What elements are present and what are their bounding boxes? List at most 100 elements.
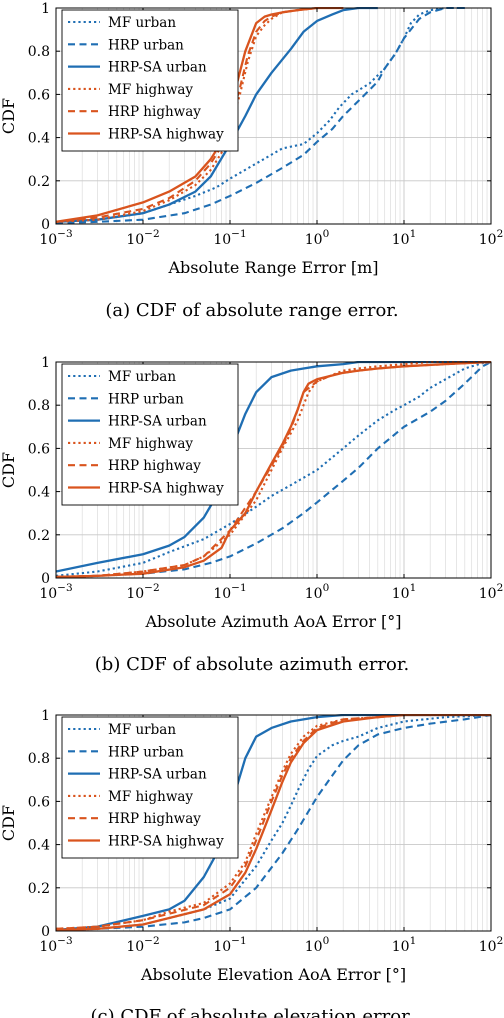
x-tick-label: 100 [305, 228, 330, 248]
legend-box [61, 363, 239, 506]
legend-label: HRP-SA highway [108, 834, 224, 850]
x-tick-label: 10−1 [213, 935, 246, 955]
series-lines [56, 361, 491, 579]
x-tick-label: 10−2 [126, 935, 159, 955]
legend: MF urban HRP urban HRP-SA urban MF highway H… [61, 9, 239, 152]
x-tick-exponent: −1 [231, 228, 246, 240]
x-tick-base: 10 [39, 586, 57, 602]
series-line-hrp-sa-highway [56, 714, 491, 932]
x-tick-label: 10−1 [213, 228, 246, 248]
x-tick-label: 102 [479, 935, 504, 955]
x-tick-base: 10 [479, 586, 497, 602]
series-line-mf-highway [56, 361, 491, 578]
y-tick-label: 0.4 [28, 485, 50, 501]
series-line-hrp-sa-urban [56, 361, 491, 573]
x-tick-exponent: −2 [144, 582, 159, 594]
x-tick-exponent: −3 [57, 228, 72, 240]
x-tick-base: 10 [305, 586, 323, 602]
x-tick-base: 10 [213, 939, 231, 955]
x-tick-base: 10 [213, 586, 231, 602]
x-tick-base: 10 [39, 939, 57, 955]
x-tick-exponent: −1 [231, 582, 246, 594]
legend-label: HRP-SA urban [108, 767, 207, 783]
x-tick-base: 10 [392, 939, 410, 955]
x-tick-exponent: 0 [323, 228, 330, 240]
legend-label: MF urban [108, 369, 176, 385]
legend-label: HRP urban [108, 744, 184, 760]
x-tick-base: 10 [305, 232, 323, 248]
y-tick-label: 0.8 [28, 398, 50, 414]
x-tick-base: 10 [213, 232, 231, 248]
legend-label: MF urban [108, 15, 176, 31]
series-line-hrp-sa-urban [56, 7, 378, 223]
series-line-mf-urban [56, 361, 491, 577]
legend-label: MF highway [108, 82, 193, 98]
x-tick-base: 10 [479, 939, 497, 955]
series-line-hrp-urban [56, 7, 465, 224]
legend-label: HRP highway [108, 811, 201, 827]
y-tick-label: 0 [41, 571, 50, 587]
chart-panel-1: 10−3 10−2 10−1 100 101 10200.20.40.60.81CDFAb… [0, 1, 503, 321]
y-tick-label: 0.8 [28, 751, 50, 767]
y-tick-label: 0.6 [28, 87, 50, 103]
legend-label: HRP highway [108, 104, 201, 120]
x-tick-exponent: 2 [497, 228, 504, 240]
series-line-hrp-urban [56, 361, 491, 578]
plot-frame [55, 714, 492, 932]
x-axis-label: Absolute Elevation AoA Error [°] [140, 965, 406, 984]
y-tick-label: 1 [41, 708, 50, 724]
y-axis-label: CDF [0, 98, 18, 134]
series-line-mf-highway [56, 714, 491, 930]
x-tick-label: 101 [392, 228, 417, 248]
x-tick-base: 10 [305, 939, 323, 955]
y-tick-label: 1 [41, 1, 50, 17]
x-tick-exponent: 1 [410, 228, 417, 240]
x-axis: 10−3 10−2 10−1 100 101 102 [39, 8, 503, 248]
legend-label: MF highway [108, 789, 193, 805]
x-tick-exponent: 2 [497, 582, 504, 594]
x-tick-exponent: −3 [57, 582, 72, 594]
legend-box [61, 716, 239, 859]
x-tick-label: 10−2 [126, 582, 159, 602]
x-tick-base: 10 [392, 232, 410, 248]
x-tick-label: 100 [305, 935, 330, 955]
legend-label: HRP-SA urban [108, 60, 207, 76]
legend-label: HRP-SA highway [108, 481, 224, 497]
x-tick-label: 102 [479, 228, 504, 248]
x-tick-exponent: 0 [323, 935, 330, 947]
x-tick-exponent: 1 [410, 582, 417, 594]
y-tick-label: 0 [41, 924, 50, 940]
x-axis-label: Absolute Azimuth AoA Error [°] [144, 612, 401, 631]
x-tick-label: 10−3 [39, 935, 72, 955]
x-tick-base: 10 [126, 586, 144, 602]
x-axis-label: Absolute Range Error [m] [167, 258, 378, 277]
y-tick-label: 0.2 [28, 528, 50, 544]
y-tick-label: 0.6 [28, 794, 50, 810]
x-tick-label: 101 [392, 582, 417, 602]
x-tick-exponent: −3 [57, 935, 72, 947]
x-tick-label: 10−3 [39, 228, 72, 248]
series-line-mf-urban [56, 7, 465, 223]
y-tick-label: 0.6 [28, 441, 50, 457]
y-axis: 0 0.2 0.4 0.6 0.8 1 [28, 355, 491, 587]
x-tick-base: 10 [39, 232, 57, 248]
legend-label: HRP-SA highway [108, 127, 224, 143]
legend: MF urban HRP urban HRP-SA urban MF highway H… [61, 363, 239, 506]
x-tick-label: 102 [479, 582, 504, 602]
x-tick-label: 10−3 [39, 582, 72, 602]
x-tick-base: 10 [126, 232, 144, 248]
legend-box [61, 9, 239, 152]
x-tick-exponent: −1 [231, 935, 246, 947]
legend-label: HRP urban [108, 391, 184, 407]
legend-label: MF urban [108, 722, 176, 738]
x-tick-exponent: 2 [497, 935, 504, 947]
legend-label: HRP highway [108, 458, 201, 474]
x-tick-label: 101 [392, 935, 417, 955]
x-axis: 10−3 10−2 10−1 100 101 102 [39, 715, 503, 955]
x-tick-label: 100 [305, 582, 330, 602]
chart-panel-2: 10−3 10−2 10−1 100 101 10200.20.40.60.81CDFAb… [0, 355, 503, 675]
figure-caption: (b) CDF of absolute azimuth error. [95, 654, 409, 675]
legend: MF urban HRP urban HRP-SA urban MF highway H… [61, 716, 239, 859]
y-axis-label: CDF [0, 805, 18, 841]
